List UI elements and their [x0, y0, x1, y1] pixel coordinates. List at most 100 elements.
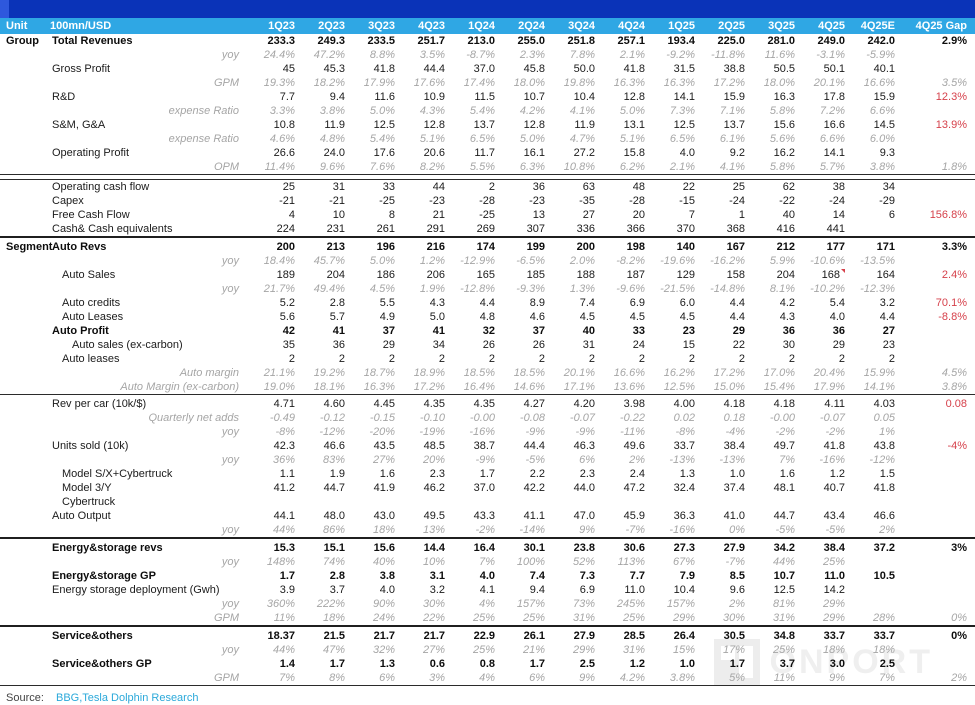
value-cell: 74% [322, 555, 345, 568]
value-cell: 20.6 [423, 146, 445, 159]
value-cell: 8 [388, 208, 395, 221]
row-group-label [0, 310, 48, 324]
value-cell: 233.5 [367, 34, 395, 47]
table-row: Auto Margin (ex-carbon) 19.0% 18.1% 16.3% 17… [0, 380, 975, 395]
table-row: Segment Auto Revs 200 213 196 216 174 199 200 198… [0, 240, 975, 254]
value-cell: 199 [526, 240, 545, 253]
value-cell: -19.6% [660, 254, 695, 267]
value-cell: 18.0% [763, 76, 795, 89]
value-cell: 3.2 [429, 583, 445, 596]
value-cell: 213 [326, 240, 345, 253]
value-cell: 4.2% [619, 671, 645, 684]
value-cell: 1.0 [729, 467, 745, 480]
value-cell: 44% [772, 555, 795, 568]
value-cell: 49.7 [773, 439, 795, 452]
value-cell: 2 [388, 352, 395, 365]
value-cell: 4.0 [479, 569, 495, 582]
value-cell: 16.4% [463, 380, 495, 393]
value-cell: 11.0 [624, 583, 645, 596]
gap-cell [903, 222, 975, 237]
value-cell: 44.4 [523, 439, 545, 452]
value-cell: 4.4 [479, 296, 495, 309]
value-cell: 269 [476, 222, 495, 235]
value-cell: 281.0 [767, 34, 795, 47]
value-cell: 26.4 [673, 629, 695, 642]
value-cell: 4.0 [679, 146, 695, 159]
quarter-column-header: 1Q23 [253, 18, 303, 34]
value-cell [353, 495, 403, 509]
value-cell: -0.10 [419, 411, 445, 424]
value-cell: 11.6 [374, 90, 395, 103]
value-cell: 8.1% [769, 282, 795, 295]
value-cell: -5% [525, 453, 545, 466]
value-cell: 3.7 [329, 583, 345, 596]
value-cell: 43.0 [373, 509, 395, 522]
value-cell: 2.8 [329, 296, 345, 309]
value-cell: 3.2 [879, 296, 895, 309]
value-cell: 24% [372, 611, 395, 624]
value-cell: -29 [879, 194, 895, 207]
value-cell: 46.6 [323, 439, 345, 452]
value-cell: -8.2% [616, 254, 645, 267]
value-cell [453, 495, 503, 509]
value-cell: 1.3 [379, 657, 395, 670]
section-divider [0, 394, 975, 397]
value-cell: 4.6% [269, 132, 295, 145]
value-cell: 33 [382, 180, 395, 193]
value-cell: 4.4 [729, 296, 745, 309]
row-label: Model S/X+Cybertruck [62, 467, 173, 480]
value-cell: -24 [729, 194, 745, 207]
row-label: Cybertruck [62, 495, 116, 508]
source-text[interactable]: BBG,Tesla Dolphin Research [56, 692, 199, 704]
value-cell: -22 [779, 194, 795, 207]
source-row: Source: BBG,Tesla Dolphin Research [0, 685, 975, 705]
table-row: Rev per car (10k/$) 4.71 4.60 4.45 4.35 4.35 4… [0, 397, 975, 411]
row-label: Gross Profit [52, 62, 111, 75]
value-cell: 41.2 [273, 481, 295, 494]
value-cell: 4.1% [569, 104, 595, 117]
value-cell: 47.2 [623, 481, 645, 494]
value-cell: 44% [272, 523, 295, 536]
value-cell: 48.0 [323, 509, 345, 522]
value-cell: 26.1 [523, 629, 545, 642]
value-cell: 6.9 [629, 296, 645, 309]
value-cell: 4.45 [373, 397, 395, 410]
value-cell: 25% [522, 611, 545, 624]
value-cell: 40 [782, 208, 795, 221]
value-cell: -16% [469, 425, 495, 438]
value-cell: 16.6 [823, 118, 845, 131]
value-cell: 113% [617, 555, 645, 568]
value-cell: 2 [488, 352, 495, 365]
value-cell: 14.4 [423, 541, 445, 554]
value-cell: 24.0 [323, 146, 345, 159]
row-group-label [0, 90, 48, 104]
value-cell: 52% [572, 555, 595, 568]
value-cell: 27% [372, 453, 395, 466]
value-cell: 6.9 [579, 583, 595, 596]
value-cell: 18.5% [463, 366, 495, 379]
value-cell: 213.0 [467, 34, 495, 47]
row-group-label [0, 296, 48, 310]
value-cell: 41.8 [873, 481, 895, 494]
value-cell [603, 495, 653, 509]
value-cell: 6.5% [669, 132, 695, 145]
value-cell: 18% [822, 643, 845, 656]
gap-cell [903, 411, 975, 425]
value-cell: 48.1 [773, 481, 795, 494]
value-cell: 164 [876, 268, 895, 281]
value-cell: 8% [329, 671, 345, 684]
value-cell: 189 [276, 268, 295, 281]
value-cell: 2 [788, 352, 795, 365]
value-cell: 10.8 [273, 118, 295, 131]
value-cell: 14.1 [823, 146, 845, 159]
gap-cell [903, 48, 975, 62]
value-cell: 12.8 [623, 90, 645, 103]
value-cell: 29 [732, 324, 745, 337]
gap-cell [903, 62, 975, 76]
gap-cell: 2.4% [941, 268, 967, 281]
value-cell: 171 [876, 240, 895, 253]
table-row: yoy 44% 47% 32% 27% 25% 21% 29% 31% 15% 17% 25% 18% 1… [0, 643, 975, 657]
value-cell: -21 [329, 194, 345, 207]
value-cell: 12.8 [523, 118, 545, 131]
value-cell: 18.1% [313, 380, 345, 393]
